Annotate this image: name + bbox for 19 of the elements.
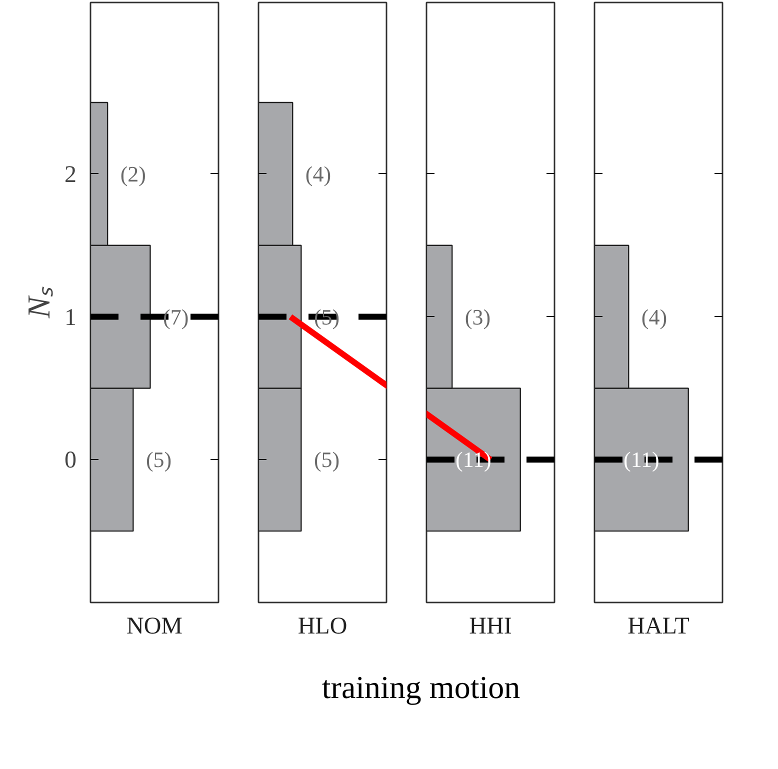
data-label: (5) — [314, 447, 340, 472]
data-label: (3) — [464, 304, 491, 330]
y-axis-title: Nₛ — [20, 286, 56, 320]
text: HHI — [469, 614, 512, 640]
y-tick-label: 2 — [64, 162, 76, 188]
data-label: (4) — [641, 304, 668, 330]
y-tick-label: 0 — [64, 448, 76, 474]
data-label: (5) — [146, 447, 172, 472]
text: NOM — [126, 614, 183, 640]
data-label: (2) — [120, 161, 146, 186]
y-tick-label: 1 — [64, 304, 76, 331]
data-label: (5) — [314, 304, 340, 330]
data-label: (7) — [163, 304, 189, 330]
data-label: (11) — [456, 447, 492, 472]
x-axis-title: training motion — [322, 668, 520, 707]
data-label: (11) — [624, 447, 660, 472]
data-label: (4) — [305, 161, 332, 186]
text: HLO — [298, 614, 348, 640]
text: HALT — [628, 614, 690, 640]
